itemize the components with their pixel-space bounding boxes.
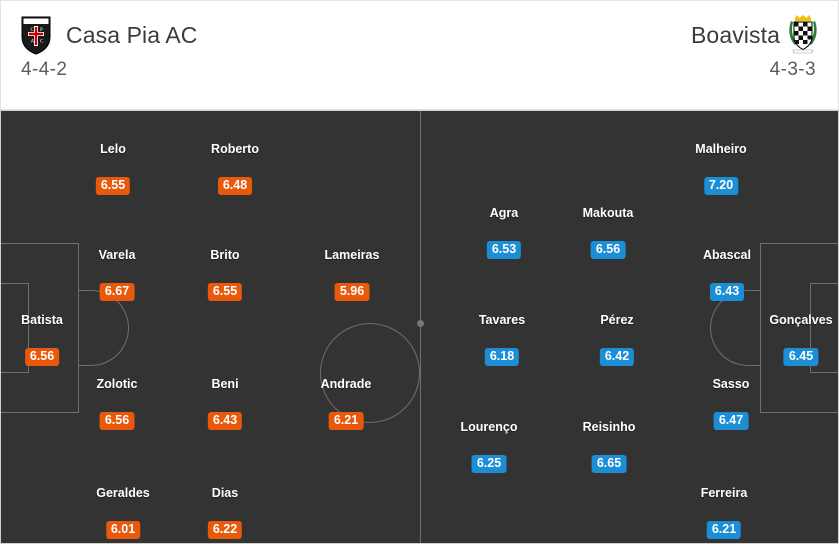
- player-name: Pérez: [600, 313, 634, 327]
- home-team-name: Casa Pia AC: [66, 21, 198, 48]
- player-rating-badge[interactable]: 6.45: [783, 348, 819, 366]
- player-abascal[interactable]: Abascal 6.43: [703, 248, 751, 301]
- player-name: Abascal: [703, 248, 751, 262]
- player-rating-badge[interactable]: 6.67: [99, 283, 135, 301]
- home-team-block: C P A C Casa Pia AC 4-4-2: [19, 13, 198, 81]
- player-name: Brito: [210, 248, 240, 262]
- player-rating-badge[interactable]: 6.53: [486, 241, 522, 259]
- player-name: Makouta: [582, 206, 634, 220]
- player-rating-badge[interactable]: 6.65: [591, 455, 627, 473]
- player-name: Lameiras: [324, 248, 380, 262]
- player-name: Gonçalves: [769, 313, 833, 327]
- player-name: Varela: [98, 248, 136, 262]
- player-name: Zolotic: [96, 377, 138, 391]
- left-six-yard-box: [1, 283, 29, 373]
- player-ferreira[interactable]: Ferreira 6.21: [700, 486, 748, 539]
- player-name: Tavares: [478, 313, 526, 327]
- player-rating-badge[interactable]: 5.96: [334, 283, 370, 301]
- player-dias[interactable]: Dias 6.22: [207, 486, 243, 539]
- player-rating-badge[interactable]: 6.25: [471, 455, 507, 473]
- player-p-rez[interactable]: Pérez 6.42: [599, 313, 635, 366]
- player-rating-badge[interactable]: 6.21: [328, 412, 364, 430]
- halfway-line: [420, 111, 421, 543]
- player-roberto[interactable]: Roberto 6.48: [211, 142, 259, 195]
- player-zolotic[interactable]: Zolotic 6.56: [96, 377, 138, 430]
- away-team-title: Boavista: [691, 13, 820, 57]
- player-rating-badge[interactable]: 6.47: [713, 412, 749, 430]
- away-team-formation: 4-3-3: [769, 59, 816, 80]
- player-name: Malheiro: [695, 142, 747, 156]
- left-penalty-arc: [79, 290, 129, 366]
- player-name: Lourenço: [460, 420, 518, 434]
- player-rating-badge[interactable]: 6.55: [207, 283, 243, 301]
- pitch: Batista 6.56 Varela 6.67 Brito 6.55 Zolotic 6.5…: [0, 110, 839, 544]
- svg-text:C: C: [40, 39, 44, 45]
- player-gon-alves[interactable]: Gonçalves 6.45: [769, 313, 833, 366]
- center-circle: [320, 323, 420, 423]
- player-sasso[interactable]: Sasso 6.47: [712, 377, 750, 430]
- left-penalty-box: [1, 243, 79, 413]
- player-lelo[interactable]: Lelo 6.55: [95, 142, 131, 195]
- player-agra[interactable]: Agra 6.53: [486, 206, 522, 259]
- home-team-title: C P A C Casa Pia AC: [19, 13, 198, 57]
- player-varela[interactable]: Varela 6.67: [98, 248, 136, 301]
- player-name: Beni: [211, 377, 239, 391]
- player-reisinho[interactable]: Reisinho 6.65: [582, 420, 636, 473]
- away-team-block: Boavista: [691, 13, 820, 81]
- player-name: Ferreira: [700, 486, 748, 500]
- player-lameiras[interactable]: Lameiras 5.96: [324, 248, 380, 301]
- player-malheiro[interactable]: Malheiro 7.20: [695, 142, 747, 195]
- player-name: Batista: [21, 313, 63, 327]
- player-rating-badge[interactable]: 6.42: [599, 348, 635, 366]
- match-header: C P A C Casa Pia AC 4-4-2 Boavista: [0, 0, 839, 110]
- player-rating-badge[interactable]: 6.43: [709, 283, 745, 301]
- casa-pia-crest-icon: C P A C: [21, 16, 51, 55]
- player-makouta[interactable]: Makouta 6.56: [582, 206, 634, 259]
- player-geraldes[interactable]: Geraldes 6.01: [96, 486, 150, 539]
- svg-text:P: P: [40, 27, 43, 33]
- player-name: Sasso: [712, 377, 750, 391]
- right-penalty-arc: [710, 290, 760, 366]
- boavista-crest-icon: [789, 15, 817, 54]
- player-beni[interactable]: Beni 6.43: [207, 377, 243, 430]
- player-name: Andrade: [320, 377, 372, 391]
- player-andrade[interactable]: Andrade 6.21: [320, 377, 372, 430]
- player-louren-o[interactable]: Lourenço 6.25: [460, 420, 518, 473]
- player-name: Reisinho: [582, 420, 636, 434]
- player-rating-badge[interactable]: 6.56: [24, 348, 60, 366]
- svg-text:A: A: [31, 39, 35, 45]
- right-penalty-box: [760, 243, 838, 413]
- svg-text:C: C: [31, 27, 35, 33]
- player-rating-badge[interactable]: 6.22: [207, 521, 243, 539]
- player-rating-badge[interactable]: 6.18: [484, 348, 520, 366]
- right-six-yard-box: [810, 283, 838, 373]
- player-rating-badge[interactable]: 6.43: [207, 412, 243, 430]
- player-brito[interactable]: Brito 6.55: [207, 248, 243, 301]
- player-name: Roberto: [211, 142, 259, 156]
- player-name: Dias: [211, 486, 239, 500]
- player-rating-badge[interactable]: 6.21: [706, 521, 742, 539]
- player-rating-badge[interactable]: 7.20: [703, 177, 739, 195]
- player-name: Lelo: [100, 142, 126, 156]
- player-name: Agra: [489, 206, 519, 220]
- player-rating-badge[interactable]: 6.56: [590, 241, 626, 259]
- away-team-name: Boavista: [690, 21, 780, 48]
- player-rating-badge[interactable]: 6.01: [105, 521, 141, 539]
- center-spot: [417, 320, 424, 327]
- player-rating-badge[interactable]: 6.48: [217, 177, 253, 195]
- player-tavares[interactable]: Tavares 6.18: [479, 313, 525, 366]
- player-batista[interactable]: Batista 6.56: [21, 313, 63, 366]
- player-rating-badge[interactable]: 6.56: [99, 412, 135, 430]
- player-name: Geraldes: [96, 486, 150, 500]
- player-rating-badge[interactable]: 6.55: [95, 177, 131, 195]
- home-team-formation: 4-4-2: [21, 59, 68, 80]
